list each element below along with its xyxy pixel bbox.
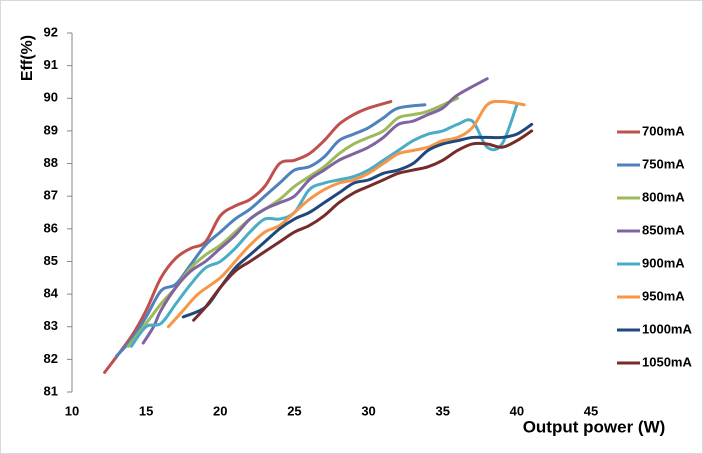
x-tick-label: 30 (361, 403, 375, 418)
y-tick-label: 83 (44, 318, 58, 333)
x-tick-label: 20 (213, 403, 227, 418)
y-tick-label: 91 (44, 57, 58, 72)
legend-label: 900mA (642, 255, 685, 270)
series-line (181, 122, 534, 319)
x-tick-label: 15 (139, 403, 153, 418)
series-line (114, 103, 427, 358)
series-line (192, 129, 534, 322)
legend-label: 950mA (642, 288, 685, 303)
x-tick-label: 10 (65, 403, 79, 418)
series-line (103, 100, 393, 374)
x-tick-label: 45 (584, 403, 598, 418)
series-line (166, 99, 526, 329)
legend-label: 1000mA (642, 321, 692, 336)
y-tick-label: 88 (44, 155, 58, 170)
legend-label: 700mA (642, 123, 685, 138)
x-tick-label: 40 (510, 403, 524, 418)
y-tick-label: 81 (44, 383, 58, 398)
y-tick-label: 82 (44, 351, 58, 366)
y-tick-label: 90 (44, 90, 58, 105)
x-axis-title: Output power (W) (523, 417, 666, 436)
y-tick-label: 85 (44, 253, 58, 268)
y-axis-title: Eff(%) (19, 35, 36, 81)
y-tick-label: 89 (44, 122, 58, 137)
series-line (129, 103, 519, 348)
y-tick-label: 86 (44, 220, 58, 235)
y-tick-label: 92 (44, 24, 58, 39)
y-tick-label: 84 (44, 286, 59, 301)
legend-label: 1050mA (642, 354, 692, 369)
legend-label: 750mA (642, 156, 685, 171)
legend-label: 800mA (642, 189, 685, 204)
x-tick-label: 25 (287, 403, 301, 418)
legend-label: 850mA (642, 222, 685, 237)
y-tick-label: 87 (44, 188, 58, 203)
x-tick-label: 35 (435, 403, 449, 418)
series-line (141, 77, 489, 345)
